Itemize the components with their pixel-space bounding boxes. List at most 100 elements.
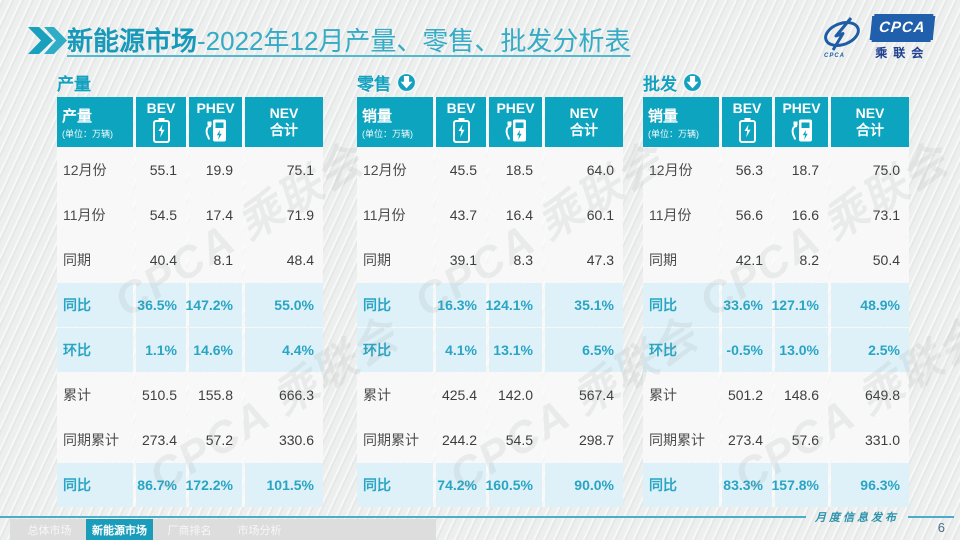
value-cell: 13.0% <box>775 328 828 372</box>
corner-unit: (单位：万辆) <box>362 128 413 139</box>
value-cell: 71.9 <box>245 193 323 237</box>
column-header-bev: BEV <box>436 97 486 147</box>
value-cell: 14.6% <box>189 328 242 372</box>
value-cell: 73.1 <box>831 193 909 237</box>
value-cell: 4.4% <box>245 328 323 372</box>
value-cell: 54.5 <box>136 193 186 237</box>
row-label: 同比 <box>643 283 719 327</box>
row-label: 11月份 <box>57 193 133 237</box>
cpca-emblem-sub: CPCA <box>824 53 846 59</box>
value-cell: 48.9% <box>831 283 909 327</box>
value-cell: 57.6 <box>775 418 828 462</box>
page-number: 6 <box>937 520 945 535</box>
table-corner-cell: 销量 (单位：万辆) <box>643 97 719 147</box>
value-cell: 64.0 <box>545 148 623 192</box>
bottom-tabbar: 总体市场 新能源市场 厂商排名 市场分析 <box>10 519 436 540</box>
row-label: 同期 <box>357 238 433 282</box>
row-label: 环比 <box>643 328 719 372</box>
column-header-nev: NEV 合计 <box>831 97 909 147</box>
value-cell: 331.0 <box>831 418 909 462</box>
value-cell: 8.1 <box>189 238 242 282</box>
page-title: 新能源市场-2022年12月产量、零售、批发分析表 <box>67 21 630 58</box>
column-label: PHEV <box>196 100 235 117</box>
value-cell: 39.1 <box>436 238 486 282</box>
value-cell: 649.8 <box>831 373 909 417</box>
value-cell: 172.2% <box>186 463 242 507</box>
value-cell: 54.5 <box>489 418 542 462</box>
value-cell: 666.3 <box>245 373 323 417</box>
value-cell: 75.1 <box>245 148 323 192</box>
column-header-phev: PHEV <box>775 97 828 147</box>
corner-label: 产量 <box>62 107 93 125</box>
value-cell: 8.3 <box>489 238 542 282</box>
value-cell: 50.4 <box>831 238 909 282</box>
value-cell: 510.5 <box>136 373 186 417</box>
value-cell: 148.6 <box>775 373 828 417</box>
value-cell: 74.2% <box>436 463 486 507</box>
row-label: 同期 <box>57 238 133 282</box>
value-cell: 124.1% <box>486 283 542 327</box>
section-title-2: 零售 <box>357 70 417 95</box>
value-cell: 13.1% <box>489 328 542 372</box>
row-label: 同比 <box>357 463 433 507</box>
value-cell: 157.8% <box>772 463 828 507</box>
row-label: 同比 <box>57 283 133 327</box>
charger-icon <box>791 119 812 142</box>
footer-line-right <box>908 516 954 518</box>
value-cell: 16.4 <box>489 193 542 237</box>
value-cell: 75.0 <box>831 148 909 192</box>
row-label: 累计 <box>643 373 719 417</box>
value-cell: 45.5 <box>436 148 486 192</box>
footer-tab[interactable]: 总体市场 <box>27 524 72 537</box>
value-cell: 244.2 <box>436 418 486 462</box>
row-label: 11月份 <box>357 193 433 237</box>
row-label: 累计 <box>357 373 433 417</box>
corner-label: 销量 <box>648 107 679 125</box>
row-label: 12月份 <box>643 148 719 192</box>
value-cell: 56.3 <box>722 148 772 192</box>
value-cell: 330.6 <box>245 418 323 462</box>
footer-tab[interactable]: 新能源市场 <box>86 519 153 540</box>
column-label: NEV <box>569 105 599 122</box>
charger-icon <box>205 119 226 142</box>
column-header-bev: BEV <box>136 97 186 147</box>
footer-tab[interactable]: 厂商排名 <box>167 524 212 537</box>
corner-unit: (单位：万辆) <box>62 128 113 139</box>
value-cell: 127.1% <box>772 283 828 327</box>
column-label: BEV <box>732 100 762 117</box>
value-cell: 60.1 <box>545 193 623 237</box>
corner-label: 销量 <box>362 107 393 125</box>
row-label: 同比 <box>357 283 433 327</box>
column-label: PHEV <box>496 100 535 117</box>
column-header-nev: NEV 合计 <box>245 97 323 147</box>
battery-icon <box>152 117 170 143</box>
value-cell: 155.8 <box>189 373 242 417</box>
value-cell: 101.5% <box>245 463 323 507</box>
value-cell: 8.2 <box>775 238 828 282</box>
value-cell: 56.6 <box>722 193 772 237</box>
table-corner-cell: 销量 (单位：万辆) <box>357 97 433 147</box>
footer-line <box>0 516 806 518</box>
battery-icon <box>452 117 470 143</box>
row-label: 环比 <box>357 328 433 372</box>
title-chevron-icon <box>27 25 67 61</box>
footer-caption: 月度信息发布 <box>815 511 899 524</box>
down-arrow-icon <box>682 72 703 93</box>
footer-tab[interactable]: 市场分析 <box>237 524 282 537</box>
section-title-label: 产量 <box>57 75 91 94</box>
cpca-logo: CPCA CPCA 乘联会 <box>820 13 948 63</box>
value-cell: 16.3% <box>436 283 486 327</box>
value-cell: 4.1% <box>436 328 486 372</box>
value-cell: 501.2 <box>722 373 772 417</box>
value-cell: 6.5% <box>545 328 623 372</box>
value-cell: 90.0% <box>545 463 623 507</box>
page-title-bold: 新能源市场 <box>67 26 198 56</box>
section-title-label: 批发 <box>643 75 677 94</box>
column-sublabel: 合计 <box>270 122 298 138</box>
column-sublabel: 合计 <box>570 122 598 138</box>
row-label: 12月份 <box>357 148 433 192</box>
column-label: BEV <box>446 100 476 117</box>
value-cell: 36.5% <box>136 283 186 327</box>
row-label: 11月份 <box>643 193 719 237</box>
row-label: 同期 <box>643 238 719 282</box>
